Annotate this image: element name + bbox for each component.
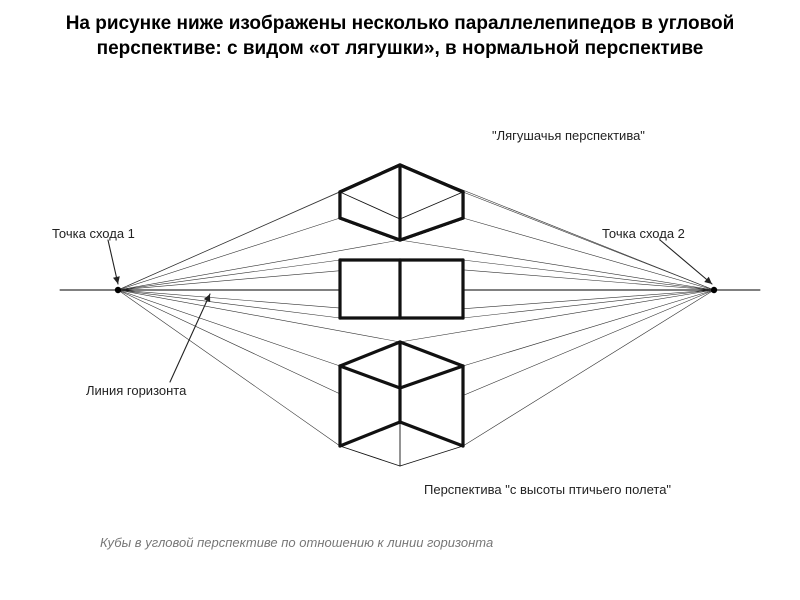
label-bird-perspective: Перспектива "с высоты птичьего полета"	[424, 482, 671, 497]
label-vanishing-point-1: Точка схода 1	[52, 226, 135, 241]
label-horizon-line: Линия горизонта	[86, 383, 186, 398]
label-vanishing-point-2: Точка схода 2	[602, 226, 685, 241]
page-title: На рисунке ниже изображены несколько пар…	[40, 12, 760, 61]
figure-caption: Кубы в угловой перспективе по отношению …	[100, 535, 493, 550]
perspective-diagram: "Лягушачья перспектива" Точка схода 1 То…	[0, 120, 800, 580]
label-frog-perspective: "Лягушачья перспектива"	[492, 128, 645, 143]
